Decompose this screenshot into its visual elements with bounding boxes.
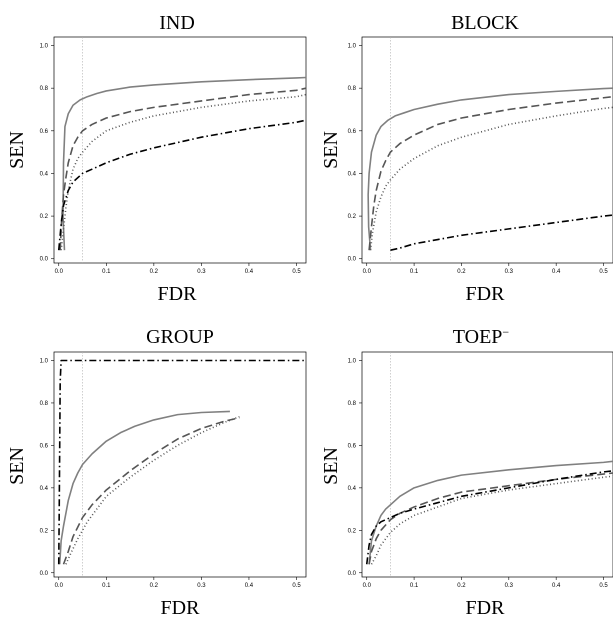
series-line-dotdash bbox=[365, 470, 613, 565]
y-tick-label: 0.2 bbox=[348, 214, 357, 220]
x-tick-label: 0.5 bbox=[292, 269, 301, 275]
panel-title: IND bbox=[159, 12, 195, 34]
x-axis-label: FDR bbox=[158, 283, 198, 305]
panel-title: BLOCK bbox=[451, 12, 519, 34]
x-tick-label: 0.5 bbox=[292, 583, 301, 589]
x-axis-label: FDR bbox=[466, 283, 506, 305]
panel-title: TOEP− bbox=[453, 325, 510, 348]
axes-frame bbox=[53, 36, 307, 264]
y-tick-label: 0.8 bbox=[348, 401, 357, 407]
x-tick-label: 0.2 bbox=[457, 583, 466, 589]
panel-title: GROUP bbox=[146, 326, 214, 348]
x-tick-label: 0.0 bbox=[55, 269, 64, 275]
series-line-dotted bbox=[65, 415, 240, 565]
x-tick-label: 0.1 bbox=[410, 269, 419, 275]
y-tick-label: 1.0 bbox=[40, 358, 49, 364]
series-line-dotted bbox=[370, 475, 613, 565]
y-tick-label: 0.6 bbox=[348, 443, 357, 449]
plot-area: 0.0 0.1 0.2 0.3 0.4 0.5 0.0 0.2 0.4 0.6 0.8 1.0 bbox=[348, 36, 613, 275]
series-line-dotted bbox=[369, 106, 613, 251]
x-tick-label: 0.0 bbox=[363, 269, 372, 275]
y-tick-label: 0.6 bbox=[348, 129, 357, 135]
y-axis-label: SEN bbox=[6, 131, 28, 169]
panel-title-main: TOEP bbox=[453, 326, 503, 348]
y-axis-label: SEN bbox=[320, 447, 342, 485]
x-axis-label: FDR bbox=[161, 597, 201, 617]
x-tick-label: 0.3 bbox=[197, 583, 206, 589]
series-line-dotted bbox=[60, 93, 306, 251]
x-tick-label: 0.3 bbox=[505, 269, 514, 275]
panel-title-superscript: − bbox=[502, 325, 509, 339]
y-tick-label: 0.2 bbox=[348, 528, 357, 534]
x-tick-label: 0.0 bbox=[363, 583, 372, 589]
x-tick-label: 0.4 bbox=[245, 583, 254, 589]
x-tick-label: 0.2 bbox=[150, 269, 159, 275]
x-tick-label: 0.3 bbox=[505, 583, 514, 589]
series-line-dashed bbox=[368, 472, 613, 565]
y-tick-label: 0.0 bbox=[348, 257, 357, 263]
y-tick-label: 0.8 bbox=[40, 401, 49, 407]
y-tick-label: 0.2 bbox=[40, 214, 49, 220]
x-tick-label: 0.1 bbox=[102, 583, 111, 589]
y-tick-label: 0.6 bbox=[40, 443, 49, 449]
series-line-dotdash bbox=[57, 119, 306, 251]
y-tick-label: 0.0 bbox=[40, 571, 49, 577]
axes-frame bbox=[361, 351, 613, 578]
x-tick-label: 0.0 bbox=[55, 583, 64, 589]
y-axis-label: SEN bbox=[6, 447, 28, 485]
x-tick-label: 0.4 bbox=[552, 269, 561, 275]
y-tick-label: 0.8 bbox=[40, 86, 49, 92]
y-tick-label: 1.0 bbox=[40, 44, 49, 50]
series-line-dashed bbox=[62, 417, 240, 565]
y-tick-label: 1.0 bbox=[348, 44, 357, 50]
y-tick-label: 0.6 bbox=[40, 129, 49, 135]
x-tick-label: 0.2 bbox=[457, 269, 466, 275]
panel-ind: IND 0.0 0.1 0.2 0.3 0.4 0.5 0.0 0.2 0.4 0.6 0.8 1.0… bbox=[6, 12, 307, 305]
panel-toep: TOEP− 0.0 0.1 0.2 0.3 0.4 0.5 0.0 0.2 0.4 0.6 0.8 1… bbox=[320, 325, 613, 617]
x-tick-label: 0.4 bbox=[245, 269, 254, 275]
y-tick-label: 1.0 bbox=[348, 358, 357, 364]
y-tick-label: 0.4 bbox=[40, 486, 49, 492]
panel-group: GROUP 0.0 0.1 0.2 0.3 0.4 0.5 0.0 0.2 0.4 0.6 0.8 1… bbox=[6, 326, 307, 617]
x-axis-label: FDR bbox=[466, 597, 506, 617]
series-line-dotdash bbox=[390, 214, 613, 251]
x-tick-label: 0.5 bbox=[599, 583, 608, 589]
axes-frame bbox=[53, 351, 307, 578]
panel-block: BLOCK 0.0 0.1 0.2 0.3 0.4 0.5 0.0 0.2 0.4 0.6 0.8 1… bbox=[320, 12, 613, 305]
series-line-dashed bbox=[368, 95, 613, 251]
plot-area: 0.0 0.1 0.2 0.3 0.4 0.5 0.0 0.2 0.4 0.6 0.8 1.0 bbox=[40, 351, 307, 589]
axes-frame bbox=[361, 36, 613, 264]
plot-area: 0.0 0.1 0.2 0.3 0.4 0.5 0.0 0.2 0.4 0.6 0.8 1.0 bbox=[40, 36, 307, 275]
x-tick-label: 0.1 bbox=[102, 269, 111, 275]
y-tick-label: 0.4 bbox=[348, 171, 357, 177]
y-tick-label: 0.4 bbox=[40, 171, 49, 177]
y-axis-label: SEN bbox=[320, 131, 342, 169]
series-line-dotdash bbox=[57, 359, 306, 565]
plot-area: 0.0 0.1 0.2 0.3 0.4 0.5 0.0 0.2 0.4 0.6 0.8 1.0 bbox=[348, 351, 613, 589]
series-line-solid bbox=[58, 410, 230, 565]
x-tick-label: 0.1 bbox=[410, 583, 419, 589]
y-tick-label: 0.8 bbox=[348, 86, 357, 92]
y-tick-label: 0.0 bbox=[40, 257, 49, 263]
series-line-solid bbox=[62, 76, 306, 251]
series-line-solid bbox=[367, 87, 613, 251]
x-tick-label: 0.3 bbox=[197, 269, 206, 275]
series-line-dashed bbox=[59, 87, 306, 251]
x-tick-label: 0.5 bbox=[599, 269, 608, 275]
x-tick-label: 0.4 bbox=[552, 583, 561, 589]
y-tick-label: 0.2 bbox=[40, 528, 49, 534]
x-tick-label: 0.2 bbox=[150, 583, 159, 589]
y-tick-label: 0.0 bbox=[348, 571, 357, 577]
y-tick-label: 0.4 bbox=[348, 486, 357, 492]
series-line-solid bbox=[368, 460, 613, 565]
